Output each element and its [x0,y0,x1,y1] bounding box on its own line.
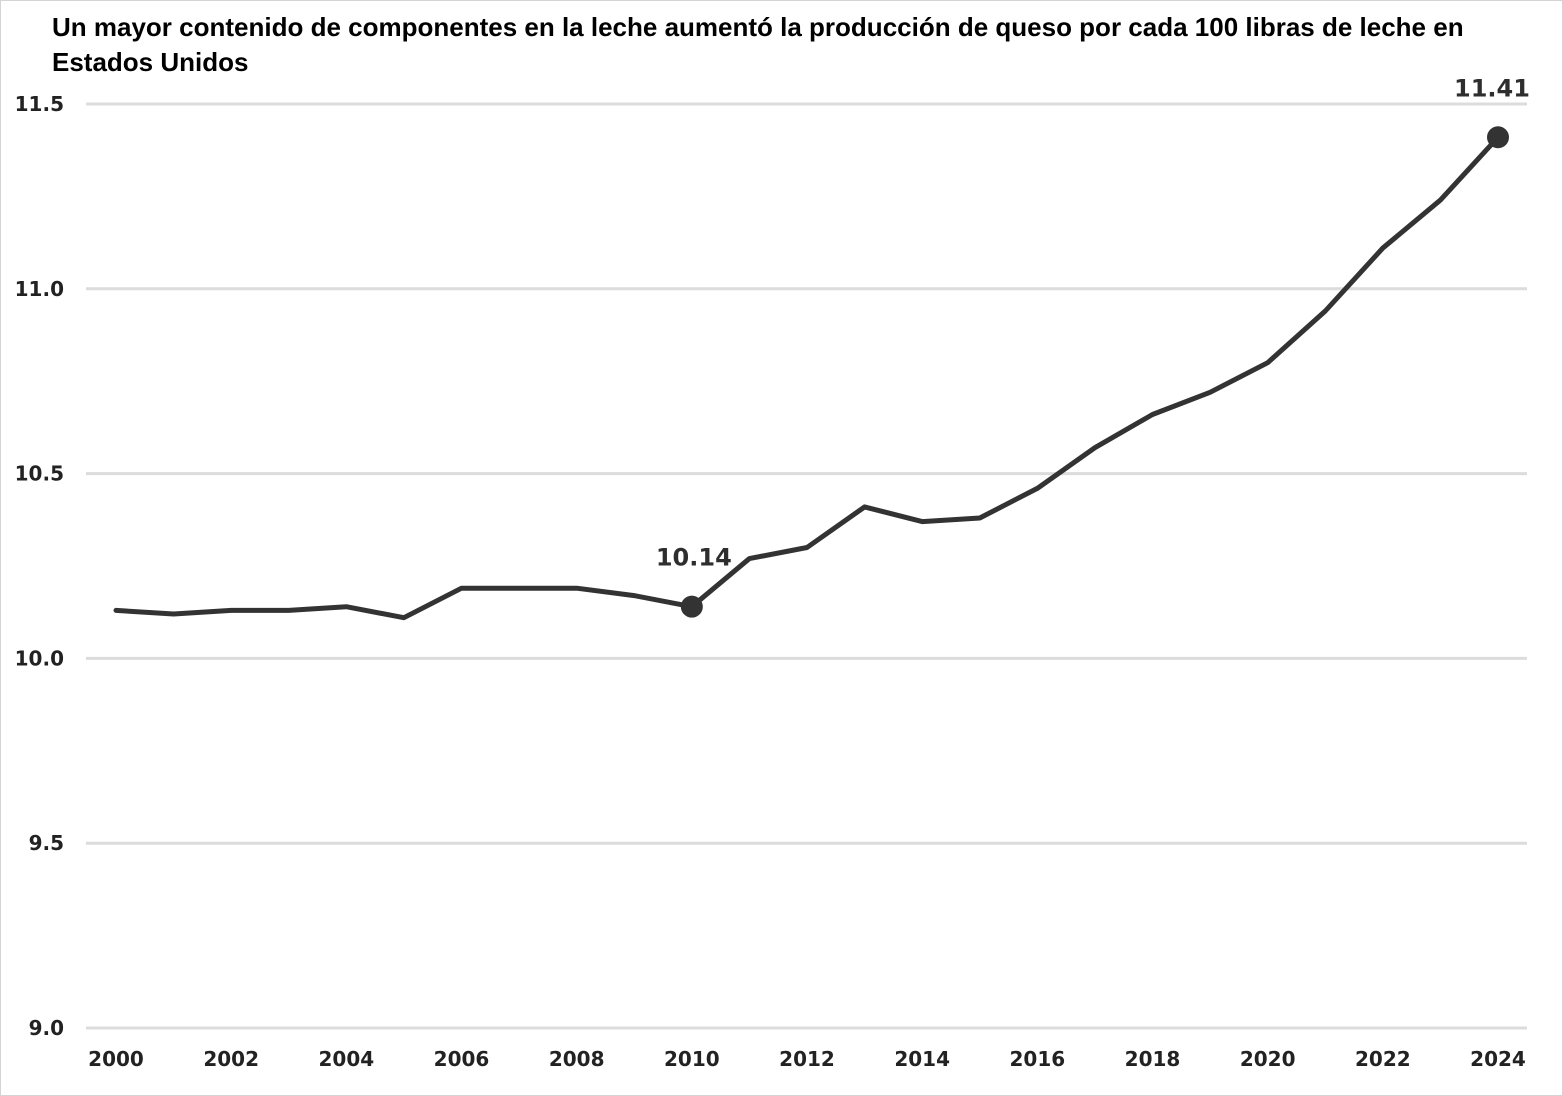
y-tick-label: 10.5 [15,462,64,486]
y-tick-label: 9.0 [29,1016,64,1040]
x-tick-label: 2008 [549,1047,605,1071]
x-tick-label: 2018 [1125,1047,1181,1071]
x-tick-label: 2016 [1009,1047,1065,1071]
x-axis-tick-labels: 2000 2002 2004 2006 2008 2010 2012 2014 2016 2018… [88,1047,1526,1071]
highlight-marker [1487,126,1509,149]
x-tick-label: 2024 [1470,1047,1526,1071]
x-tick-label: 2006 [434,1047,490,1071]
y-tick-label: 11.0 [15,277,64,301]
chart-title: Un mayor contenido de componentes en la … [52,12,1464,77]
x-tick-label: 2010 [664,1047,720,1071]
y-tick-label: 11.5 [15,92,64,116]
x-tick-label: 2020 [1240,1047,1296,1071]
highlight-marker [680,595,703,618]
x-tick-label: 2014 [894,1047,950,1071]
x-tick-label: 2002 [203,1047,259,1071]
x-tick-label: 2000 [88,1047,144,1071]
x-tick-label: 2022 [1355,1047,1411,1071]
grid-lines [86,102,1527,1030]
data-label: 10.14 [656,544,732,572]
x-tick-label: 2012 [779,1047,835,1071]
x-tick-label: 2004 [318,1047,374,1071]
series-line [113,134,1501,621]
data-label: 11.41 [1454,74,1530,102]
data-annotations: 10.14 11.41 [656,74,1530,618]
data-series [113,134,1501,621]
y-tick-label: 10.0 [15,646,64,670]
y-axis-tick-labels: 9.0 9.5 10.0 10.5 11.0 11.5 [15,92,64,1040]
y-tick-label: 9.5 [29,831,64,855]
